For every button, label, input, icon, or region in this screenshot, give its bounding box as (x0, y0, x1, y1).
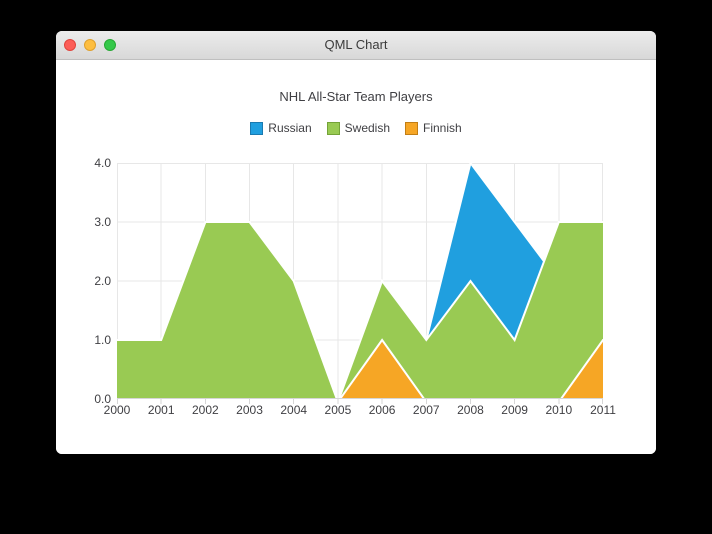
app-window: QML Chart NHL All-Star Team Players Russ… (56, 31, 656, 454)
area-series-finnish (338, 338, 603, 399)
legend-marker-icon (326, 121, 340, 135)
legend-marker-icon (250, 121, 264, 135)
x-tick-label: 2004 (280, 403, 308, 417)
x-tick-label: 2007 (412, 403, 440, 417)
plot-svg (117, 163, 603, 404)
y-tick-label: 2.0 (94, 274, 111, 288)
minimize-button[interactable] (84, 39, 96, 51)
y-tick-label: 0.0 (94, 392, 111, 406)
chart-title: NHL All-Star Team Players (279, 89, 433, 104)
legend-marker-icon (405, 121, 419, 135)
legend-item[interactable]: Finnish (405, 121, 462, 135)
y-tick-label: 4.0 (94, 156, 111, 170)
legend-item[interactable]: Russian (250, 121, 312, 135)
legend-item[interactable]: Swedish (326, 121, 391, 135)
x-tick-label: 2009 (501, 403, 528, 417)
chart-area: NHL All-Star Team Players Russian Swedish… (56, 60, 656, 454)
close-button[interactable] (64, 39, 76, 51)
x-tick-label: 2006 (368, 403, 396, 417)
x-tick-label: 2001 (147, 403, 175, 417)
title-bar[interactable]: QML Chart (56, 31, 656, 60)
x-tick-label: 2005 (324, 403, 352, 417)
legend-label: Finnish (423, 121, 462, 135)
area-series-swedish (117, 221, 603, 399)
x-tick-label: 2011 (590, 403, 616, 417)
zoom-button[interactable] (104, 39, 116, 51)
legend-label: Swedish (344, 121, 391, 135)
x-tick-label: 2000 (103, 403, 131, 417)
y-tick-label: 3.0 (94, 215, 111, 229)
x-tick-label: 2010 (545, 403, 573, 417)
legend-label: Russian (268, 121, 312, 135)
x-tick-label: 2002 (192, 403, 219, 417)
traffic-lights (64, 39, 116, 51)
x-tick-label: 2003 (236, 403, 263, 417)
y-tick-label: 1.0 (94, 333, 111, 347)
chart-legend: Russian Swedish Finnish (56, 120, 656, 136)
x-tick-label: 2008 (457, 403, 484, 417)
window-title: QML Chart (324, 37, 388, 52)
